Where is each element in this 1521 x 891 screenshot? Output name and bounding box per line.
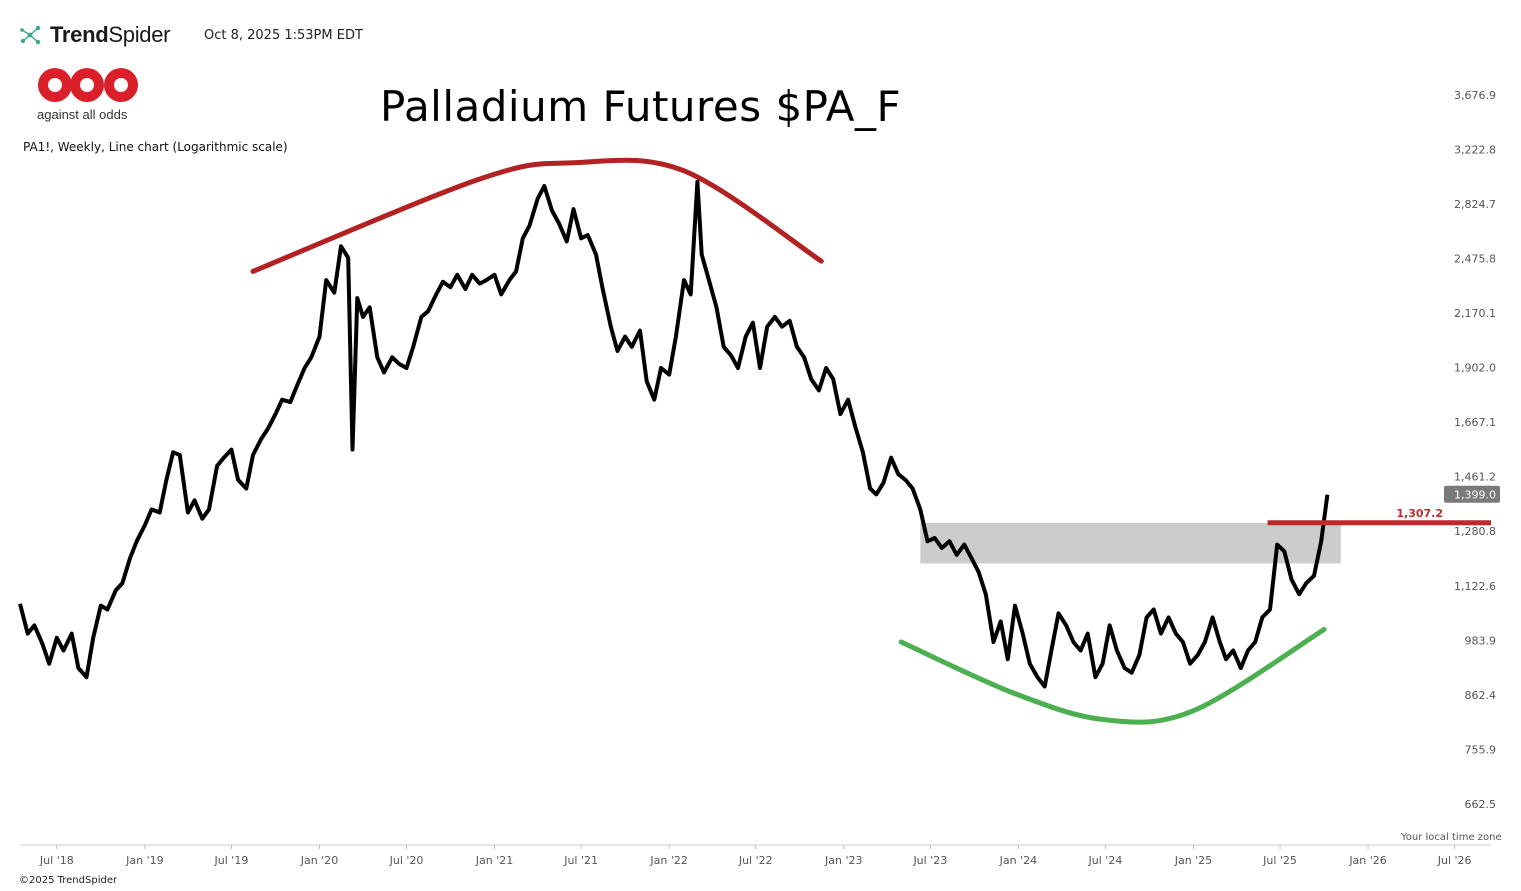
x-tick-label: Jul '26 <box>1437 854 1472 867</box>
x-tick-label: Jul '23 <box>912 854 947 867</box>
y-tick-label: 2,824.7 <box>1454 198 1496 211</box>
x-tick-label: Jan '20 <box>300 854 338 867</box>
resistance-layer: 1,307.2 1,399.0 <box>1267 485 1500 526</box>
bottom-arc <box>898 627 1327 725</box>
axes-layer: 3,676.9 3,222.8 2,824.7 2,475.8 2,170.1 1,902… <box>20 89 1496 867</box>
copyright: ©2025 TrendSpider <box>19 875 118 886</box>
last-price-label: 1,399.0 <box>1454 489 1496 502</box>
timezone-note: Your local time zone <box>1401 832 1502 843</box>
x-tick-label: Jan '25 <box>1174 854 1212 867</box>
chart-timestamp: Oct 8, 2025 1:53PM EDT <box>204 28 363 43</box>
logo-letter-a1 <box>38 68 72 102</box>
x-tick-label: Jan '24 <box>999 854 1037 867</box>
logo-letter-a2 <box>70 68 104 102</box>
trendspider-network-icon <box>20 25 41 45</box>
x-tick-label: Jan '23 <box>824 854 862 867</box>
consolidation-zone-layer <box>920 522 1341 564</box>
consolidation-zone <box>920 522 1341 564</box>
x-tick-label: Jan '22 <box>649 854 687 867</box>
logo-letter-o <box>104 68 138 102</box>
y-tick-label: 1,122.6 <box>1454 580 1496 593</box>
y-tick-label: 2,170.1 <box>1454 307 1496 320</box>
top-arc <box>250 157 824 274</box>
last-price-badge <box>1444 485 1500 503</box>
trendspider-wordmark: TrendSpider <box>50 22 171 47</box>
chart-title: Palladium Futures $PA_F <box>380 82 902 131</box>
resistance-label: 1,307.2 <box>1396 507 1443 520</box>
x-tick-label: Jan '21 <box>475 854 513 867</box>
y-tick-label: 1,667.1 <box>1454 416 1496 429</box>
arc-annotations-layer <box>250 157 1327 725</box>
logo-tagline: against all odds <box>37 107 128 122</box>
y-tick-label: 1,461.2 <box>1454 471 1496 484</box>
x-tick-label: Jan '19 <box>125 854 163 867</box>
x-tick-label: Jul '18 <box>39 854 74 867</box>
y-tick-label: 3,676.9 <box>1454 89 1496 102</box>
trendspider-brand: TrendSpider <box>18 22 171 48</box>
price-line-layer <box>18 179 1330 689</box>
y-tick-label: 1,280.8 <box>1454 525 1496 538</box>
chart-description: PA1!, Weekly, Line chart (Logarithmic sc… <box>23 140 288 154</box>
y-tick-label: 2,475.8 <box>1454 253 1496 266</box>
x-tick-label: Jul '24 <box>1088 854 1123 867</box>
y-tick-label: 3,222.8 <box>1454 143 1496 156</box>
x-tick-label: Jul '22 <box>738 854 773 867</box>
y-tick-label: 755.9 <box>1465 743 1497 756</box>
y-tick-label: 662.5 <box>1465 798 1497 811</box>
x-tick-label: Jul '25 <box>1262 854 1297 867</box>
x-tick-label: Jul '20 <box>389 854 424 867</box>
x-tick-label: Jan '26 <box>1348 854 1386 867</box>
against-all-odds-logo <box>38 68 138 102</box>
x-tick-label: Jul '21 <box>563 854 598 867</box>
x-tick-label: Jul '19 <box>214 854 249 867</box>
price-line-0 <box>18 179 1330 689</box>
y-tick-label: 1,902.0 <box>1454 362 1496 375</box>
y-tick-label: 983.9 <box>1465 634 1497 647</box>
y-tick-label: 862.4 <box>1465 689 1497 702</box>
